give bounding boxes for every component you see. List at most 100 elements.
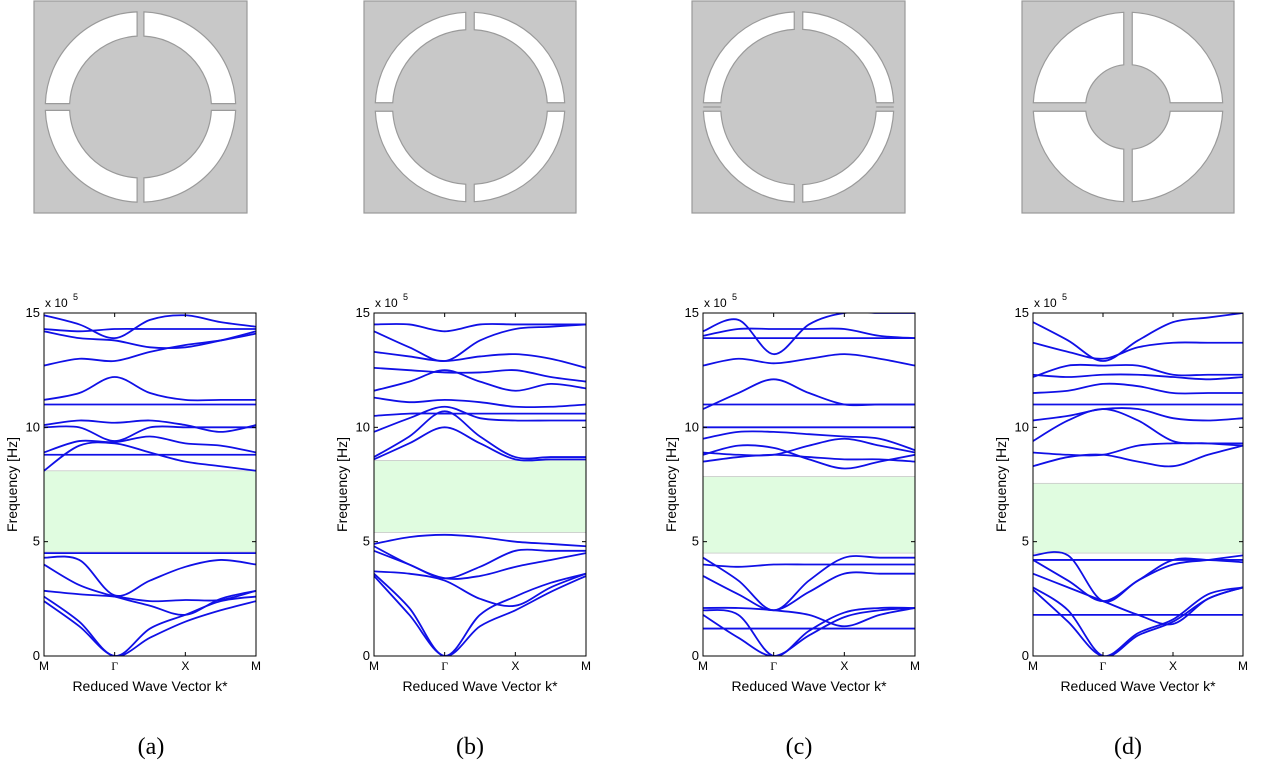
band-lines xyxy=(703,313,915,656)
band-line xyxy=(1033,407,1243,422)
y-tick-label: 5 xyxy=(363,534,370,549)
band-line xyxy=(374,366,586,383)
band-line xyxy=(44,419,256,433)
x-tick-label: Γ xyxy=(770,659,777,673)
band-line xyxy=(703,563,915,568)
y-multiplier: x 10 xyxy=(45,296,68,310)
band-line xyxy=(703,571,915,612)
band-line xyxy=(374,350,586,369)
x-tick-label: Γ xyxy=(1100,659,1107,673)
band-gap xyxy=(1032,482,1244,554)
band-line xyxy=(703,555,915,612)
x-axis-label: Reduced Wave Vector k* xyxy=(72,678,228,694)
panel-label: (c) xyxy=(786,734,813,760)
x-tick-label: M xyxy=(369,659,379,673)
band-line xyxy=(703,327,915,340)
y-tick-label: 15 xyxy=(26,305,40,320)
band-line xyxy=(44,441,256,472)
x-tick-label: M xyxy=(581,659,591,673)
band-lines xyxy=(1033,313,1243,656)
unit-cell-b xyxy=(363,0,577,214)
y-axis-label: Frequency [Hz] xyxy=(334,437,350,532)
band-line xyxy=(703,607,915,656)
band-line xyxy=(703,606,915,656)
band-line xyxy=(374,323,586,333)
axes-frame xyxy=(373,312,587,657)
band-line xyxy=(1033,382,1243,395)
x-tick-label: M xyxy=(251,659,261,673)
band-line xyxy=(1033,313,1243,362)
ring-segment xyxy=(143,11,237,105)
ring-segment xyxy=(1032,11,1125,104)
x-tick-label: M xyxy=(1028,659,1038,673)
unit-cell-a xyxy=(33,0,248,214)
y-tick-label: 5 xyxy=(692,534,699,549)
x-tick-label: M xyxy=(39,659,49,673)
x-tick-label: X xyxy=(511,659,519,673)
panel-label: (d) xyxy=(1114,734,1142,760)
unit-cell-square xyxy=(691,0,906,214)
band-line xyxy=(1033,341,1243,360)
band-line xyxy=(374,323,586,362)
band-line xyxy=(374,575,586,656)
ring-segment xyxy=(1131,110,1224,203)
band-line xyxy=(374,369,586,392)
x-axis-label: Reduced Wave Vector k* xyxy=(402,678,558,694)
band-line xyxy=(1033,586,1243,656)
band-gap xyxy=(702,476,916,554)
band-line xyxy=(44,595,256,656)
band-line xyxy=(374,545,586,580)
y-multiplier: x 10 xyxy=(375,296,398,310)
band-line xyxy=(374,396,586,409)
unit-cell-c xyxy=(691,0,906,214)
y-multiplier: x 10 xyxy=(1034,296,1057,310)
ring-segment xyxy=(473,11,566,104)
band-line xyxy=(44,330,256,350)
band-line xyxy=(1033,408,1243,447)
y-exponent: 5 xyxy=(73,292,78,302)
band-line xyxy=(703,606,915,628)
y-axis-label: Frequency [Hz] xyxy=(663,437,679,532)
band-line xyxy=(44,563,256,616)
ring-segment xyxy=(143,109,237,203)
unit-cell-square xyxy=(1021,0,1235,214)
ring-segment xyxy=(44,11,138,105)
y-tick-label: 5 xyxy=(1022,534,1029,549)
axes-frame xyxy=(1032,312,1244,657)
band-line xyxy=(44,589,256,603)
band-line xyxy=(374,572,586,656)
axes-frame xyxy=(43,312,257,657)
band-line xyxy=(703,353,915,367)
band-line xyxy=(374,570,586,608)
y-tick-label: 10 xyxy=(1015,419,1029,434)
band-chart-d: 0 5 10 15 M Γ X Mx 10 5 Reduced Wave Vector k* Fre… xyxy=(993,292,1248,694)
band-chart-c: 0 5 10 15 M Γ X Mx 10 5 Reduced Wave Vector k* Fre… xyxy=(663,292,920,694)
unit-cell-row xyxy=(33,0,1235,214)
band-line xyxy=(1033,373,1243,381)
ring-segment xyxy=(374,11,467,104)
band-line xyxy=(44,327,256,333)
band-line xyxy=(44,600,256,656)
x-tick-label: M xyxy=(698,659,708,673)
y-multiplier: x 10 xyxy=(704,296,727,310)
y-tick-label: 10 xyxy=(356,419,370,434)
y-tick-label: 0 xyxy=(363,648,370,663)
x-tick-label: X xyxy=(840,659,848,673)
band-line xyxy=(1033,444,1243,468)
x-tick-label: M xyxy=(910,659,920,673)
band-lines xyxy=(374,323,586,656)
unit-cell-square xyxy=(363,0,577,214)
y-exponent: 5 xyxy=(403,292,408,302)
x-tick-label: Γ xyxy=(441,659,448,673)
y-exponent: 5 xyxy=(1062,292,1067,302)
x-tick-label: M xyxy=(1238,659,1248,673)
band-lines xyxy=(44,314,256,656)
x-tick-label: Γ xyxy=(111,659,118,673)
x-tick-label: X xyxy=(1169,659,1177,673)
y-tick-label: 15 xyxy=(685,305,699,320)
band-line xyxy=(44,314,256,340)
y-tick-label: 0 xyxy=(692,648,699,663)
y-axis-label: Frequency [Hz] xyxy=(4,437,20,532)
band-line xyxy=(1033,363,1243,378)
